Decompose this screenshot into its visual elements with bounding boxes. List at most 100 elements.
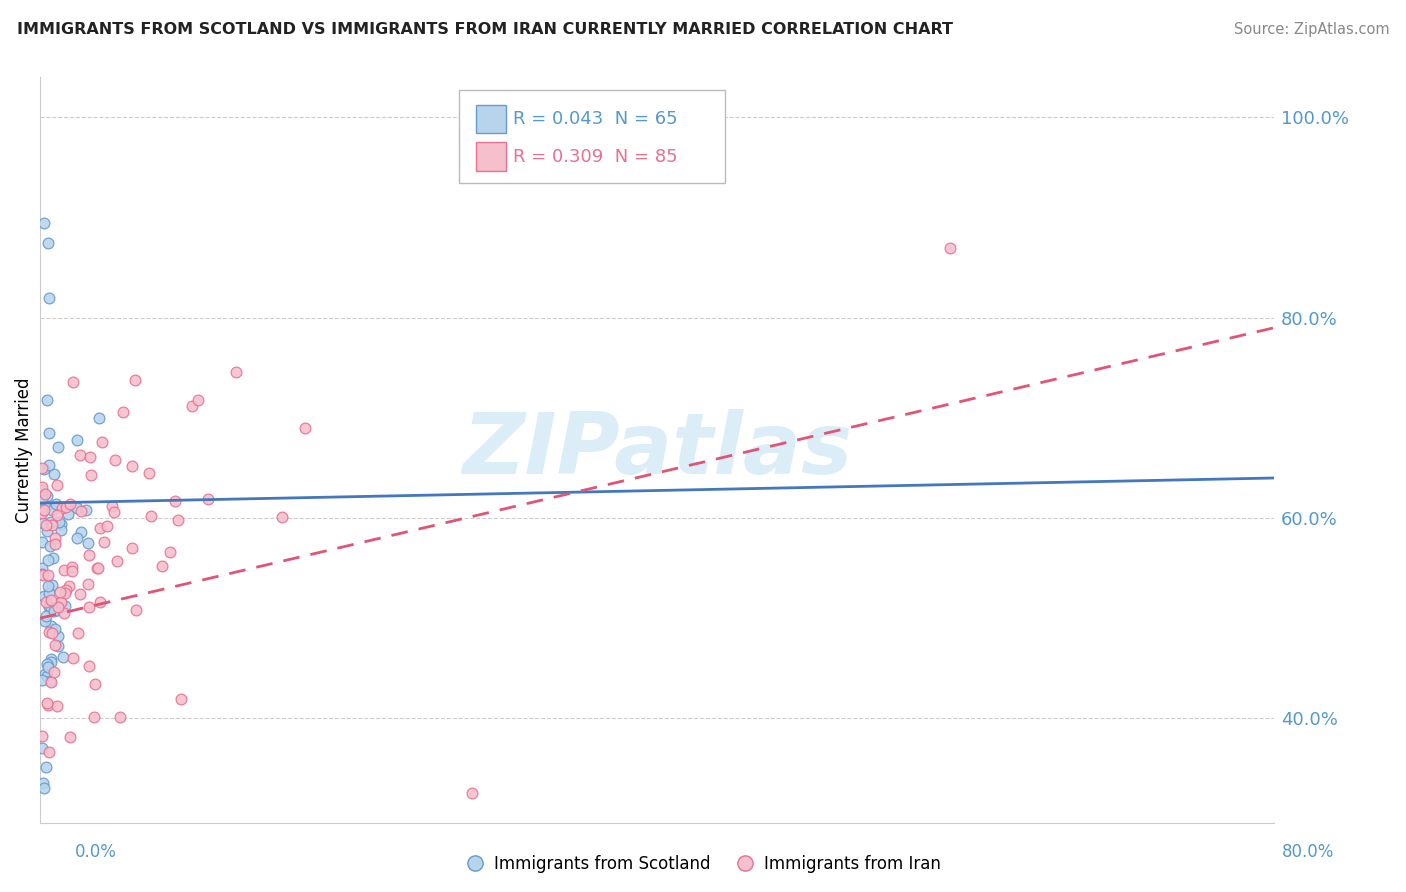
- Point: [52, 563, 75, 577]
- Point: [187, 393, 209, 408]
- Point: [38, 458, 60, 472]
- Point: [103, 505, 125, 519]
- Point: [75, 502, 97, 516]
- Point: [60, 564, 83, 578]
- Point: [270, 509, 292, 524]
- Point: [37, 553, 59, 567]
- Point: [53, 586, 76, 600]
- Point: [59, 730, 82, 744]
- Point: [125, 603, 148, 617]
- Point: [38, 624, 60, 639]
- Point: [89, 521, 111, 535]
- Point: [105, 554, 128, 568]
- Text: ZIPatlas: ZIPatlas: [461, 409, 852, 492]
- Text: Source: ZipAtlas.com: Source: ZipAtlas.com: [1233, 22, 1389, 37]
- Point: [37, 235, 59, 250]
- Point: [49, 524, 72, 538]
- Point: [37, 698, 59, 712]
- Text: R = 0.043  N = 65: R = 0.043 N = 65: [513, 111, 678, 128]
- Point: [77, 577, 100, 591]
- Point: [86, 561, 108, 575]
- Point: [91, 434, 114, 449]
- Point: [69, 448, 91, 462]
- Point: [56, 507, 79, 521]
- Point: [31, 492, 53, 507]
- Point: [69, 587, 91, 601]
- Point: [34, 608, 56, 623]
- Point: [34, 499, 56, 513]
- Point: [225, 365, 247, 379]
- Legend: Immigrants from Scotland, Immigrants from Iran: Immigrants from Scotland, Immigrants fro…: [458, 848, 948, 880]
- Point: [77, 535, 100, 549]
- Point: [83, 677, 105, 691]
- Point: [35, 489, 58, 503]
- Point: [31, 460, 53, 475]
- Point: [31, 535, 53, 549]
- Point: [66, 501, 89, 516]
- Point: [44, 536, 66, 550]
- Point: [39, 652, 62, 666]
- Point: [34, 614, 56, 628]
- Point: [46, 600, 69, 615]
- Point: [39, 674, 62, 689]
- Point: [41, 515, 63, 529]
- Point: [55, 582, 77, 597]
- Point: [70, 504, 93, 518]
- Point: [55, 500, 77, 515]
- Point: [39, 599, 62, 614]
- Point: [37, 669, 59, 683]
- Point: [48, 515, 70, 529]
- Point: [37, 579, 59, 593]
- Point: [41, 518, 63, 533]
- Point: [461, 787, 484, 801]
- Point: [32, 589, 55, 603]
- Point: [104, 452, 127, 467]
- Point: [58, 579, 80, 593]
- FancyBboxPatch shape: [475, 105, 506, 134]
- Point: [167, 513, 190, 527]
- Point: [53, 606, 76, 620]
- Text: 80.0%: 80.0%: [1281, 843, 1334, 861]
- Y-axis label: Currently Married: Currently Married: [15, 377, 32, 524]
- Point: [112, 405, 135, 419]
- Point: [80, 467, 103, 482]
- Point: [181, 399, 204, 413]
- Point: [60, 559, 83, 574]
- Point: [37, 657, 59, 671]
- Point: [59, 497, 82, 511]
- Point: [124, 374, 146, 388]
- Point: [45, 497, 67, 511]
- Point: [32, 781, 55, 796]
- Point: [46, 508, 69, 522]
- Point: [70, 524, 93, 539]
- Point: [49, 595, 72, 609]
- Point: [51, 649, 73, 664]
- Point: [32, 776, 55, 790]
- Point: [38, 586, 60, 600]
- Point: [42, 604, 65, 618]
- Point: [38, 425, 60, 440]
- Point: [42, 550, 65, 565]
- Point: [44, 531, 66, 545]
- Point: [35, 595, 58, 609]
- Point: [101, 499, 124, 513]
- Point: [38, 745, 60, 759]
- Point: [53, 599, 76, 613]
- Point: [31, 673, 53, 687]
- Point: [39, 655, 62, 669]
- Point: [939, 241, 962, 255]
- Point: [79, 450, 101, 464]
- Point: [77, 548, 100, 562]
- Point: [32, 516, 55, 530]
- Point: [41, 601, 63, 615]
- Point: [93, 535, 115, 549]
- FancyBboxPatch shape: [475, 143, 506, 170]
- Point: [51, 516, 73, 531]
- Point: [46, 699, 69, 714]
- Point: [38, 539, 60, 553]
- FancyBboxPatch shape: [460, 90, 724, 184]
- Point: [66, 433, 89, 447]
- Point: [35, 518, 58, 533]
- Point: [41, 578, 63, 592]
- Point: [65, 532, 87, 546]
